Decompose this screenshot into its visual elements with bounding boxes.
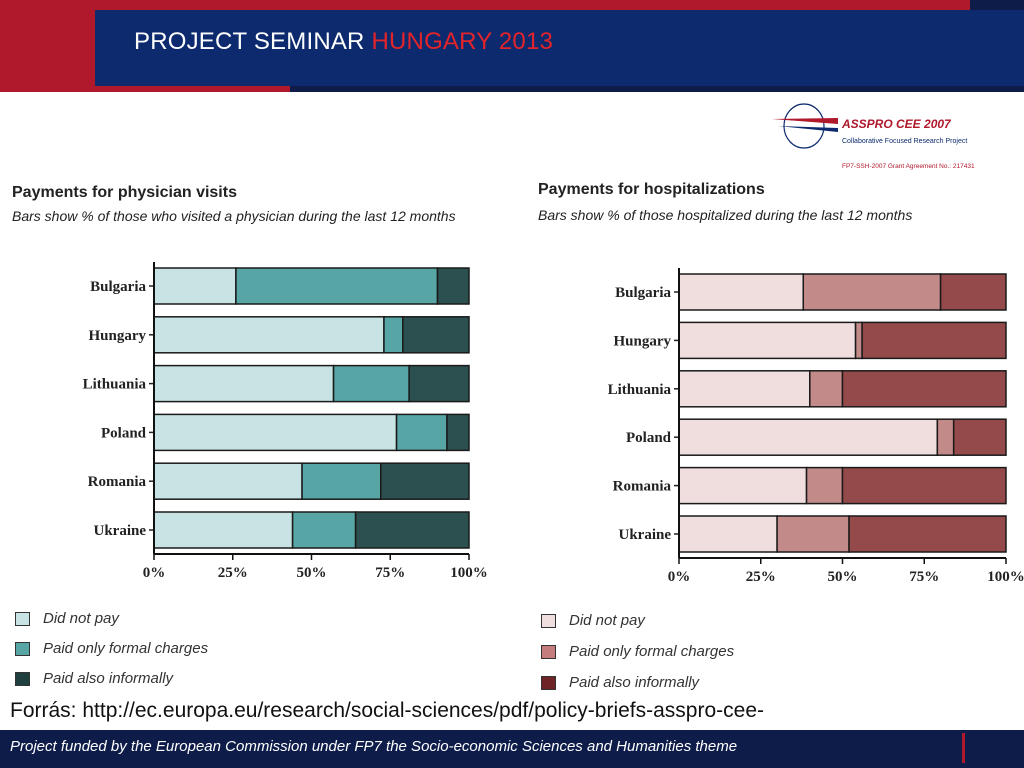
legend-left: Did not pay Paid only formal charges Pai… — [15, 610, 275, 690]
bar-segment — [153, 462, 303, 500]
x-tick-label: 25% — [218, 565, 248, 581]
category-label: Poland — [626, 430, 672, 446]
header-strip-red — [0, 86, 290, 92]
logo-swoosh-red-icon — [772, 118, 838, 124]
chart-left-subtitle: Bars show % of those who visited a physi… — [12, 208, 456, 224]
footer-bar — [0, 730, 1024, 768]
chart-left-physician-visits: Bulgaria Hungary Lithuania Poland Romania Ukr… — [83, 262, 488, 581]
header-bar — [95, 10, 1024, 86]
bar-segment — [402, 316, 470, 354]
slide-title-highlight: HUNGARY 2013 — [371, 28, 554, 55]
legend-swatch — [541, 614, 556, 628]
x-tick-label: 25% — [746, 569, 776, 585]
bar-segment — [678, 321, 857, 360]
category-label: Lithuania — [608, 382, 672, 398]
header-corner — [970, 0, 1024, 10]
footer-accent — [962, 733, 965, 763]
chart-right-subtitle: Bars show % of those hospitalized during… — [538, 207, 913, 223]
bar-segment — [153, 316, 385, 354]
bar-segment — [354, 511, 470, 549]
bar-segment — [776, 515, 850, 553]
x-tick-label: 75% — [375, 565, 405, 581]
chart-right-title: Payments for hospitalizations — [538, 181, 765, 198]
bar-segment — [678, 273, 805, 311]
bar-segment — [408, 364, 470, 403]
logo-swoosh-blue-icon — [778, 126, 838, 132]
bar-segment — [153, 511, 294, 549]
bar-segment — [380, 462, 470, 500]
x-tick-label: 0% — [668, 569, 691, 585]
bar-segment — [332, 364, 410, 403]
bar-segment — [678, 370, 811, 408]
header-accent-left — [0, 0, 95, 92]
bar-segment — [383, 316, 404, 354]
x-tick-label: 50% — [297, 565, 327, 581]
category-label: Romania — [88, 474, 147, 490]
legend-swatch — [15, 672, 30, 686]
bar-segment — [235, 267, 439, 305]
x-tick-label: 100% — [987, 569, 1024, 585]
bar-segment — [802, 273, 942, 311]
chart-left-title: Payments for physician visits — [12, 184, 237, 201]
bar-segment — [841, 466, 1007, 505]
category-label: Hungary — [613, 333, 671, 349]
logo-ring-icon — [783, 103, 825, 149]
bar-segment — [854, 321, 863, 360]
x-tick-label: 75% — [909, 569, 939, 585]
legend-swatch — [15, 612, 30, 626]
footer-text: Project funded by the European Commissio… — [10, 738, 738, 755]
bar-segment — [678, 466, 808, 505]
legend-swatch — [541, 645, 556, 659]
source-link[interactable]: Forrás: http://ec.europa.eu/research/soc… — [10, 699, 764, 722]
bar-segment — [153, 413, 398, 452]
category-label: Bulgaria — [90, 279, 146, 295]
chart-right-hospitalizations: Bulgaria Hungary Lithuania Poland Romania Ukr… — [608, 268, 1024, 585]
logo-subtitle: Collaborative Focused Research Project — [842, 138, 968, 145]
category-label: Romania — [613, 479, 672, 495]
bar-segment — [153, 267, 237, 305]
x-tick-label: 50% — [828, 569, 858, 585]
logo-name: ASSPRO CEE 2007 — [842, 117, 951, 131]
bar-segment — [436, 267, 470, 305]
bar-segment — [678, 515, 778, 553]
x-tick-label: 0% — [143, 565, 166, 581]
x-tick-label: 100% — [450, 565, 488, 581]
bar-segment — [952, 418, 1007, 456]
asspro-logo — [772, 103, 838, 149]
legend-swatch — [15, 642, 30, 656]
bar-segment — [395, 413, 448, 452]
category-label: Ukraine — [94, 523, 147, 539]
bar-segment — [841, 370, 1007, 408]
bar-segment — [291, 511, 357, 549]
bar-segment — [939, 273, 1007, 311]
bar-segment — [848, 515, 1007, 553]
category-label: Hungary — [88, 328, 146, 344]
category-label: Poland — [101, 425, 147, 441]
category-label: Lithuania — [83, 377, 147, 393]
bar-segment — [809, 370, 844, 408]
logo-grant: FP7-SSH-2007 Grant Agreement No.: 217431 — [842, 163, 975, 170]
bar-segment — [805, 466, 844, 505]
slide-title: PROJECT SEMINAR HUNGARY 2013 — [134, 28, 553, 56]
bar-segment — [936, 418, 955, 456]
bar-segment — [678, 418, 939, 456]
legend-swatch — [541, 676, 556, 690]
slide-title-main: PROJECT SEMINAR — [134, 28, 372, 55]
legend-right: Did not pay Paid only formal charges Pai… — [541, 612, 801, 692]
bar-segment — [153, 364, 335, 403]
category-label: Bulgaria — [615, 285, 671, 301]
category-label: Ukraine — [619, 527, 672, 543]
bar-segment — [861, 321, 1007, 360]
header-accent-top — [95, 0, 970, 10]
bar-segment — [301, 462, 382, 500]
header-strip-navy — [290, 86, 1024, 92]
bar-segment — [446, 413, 470, 452]
